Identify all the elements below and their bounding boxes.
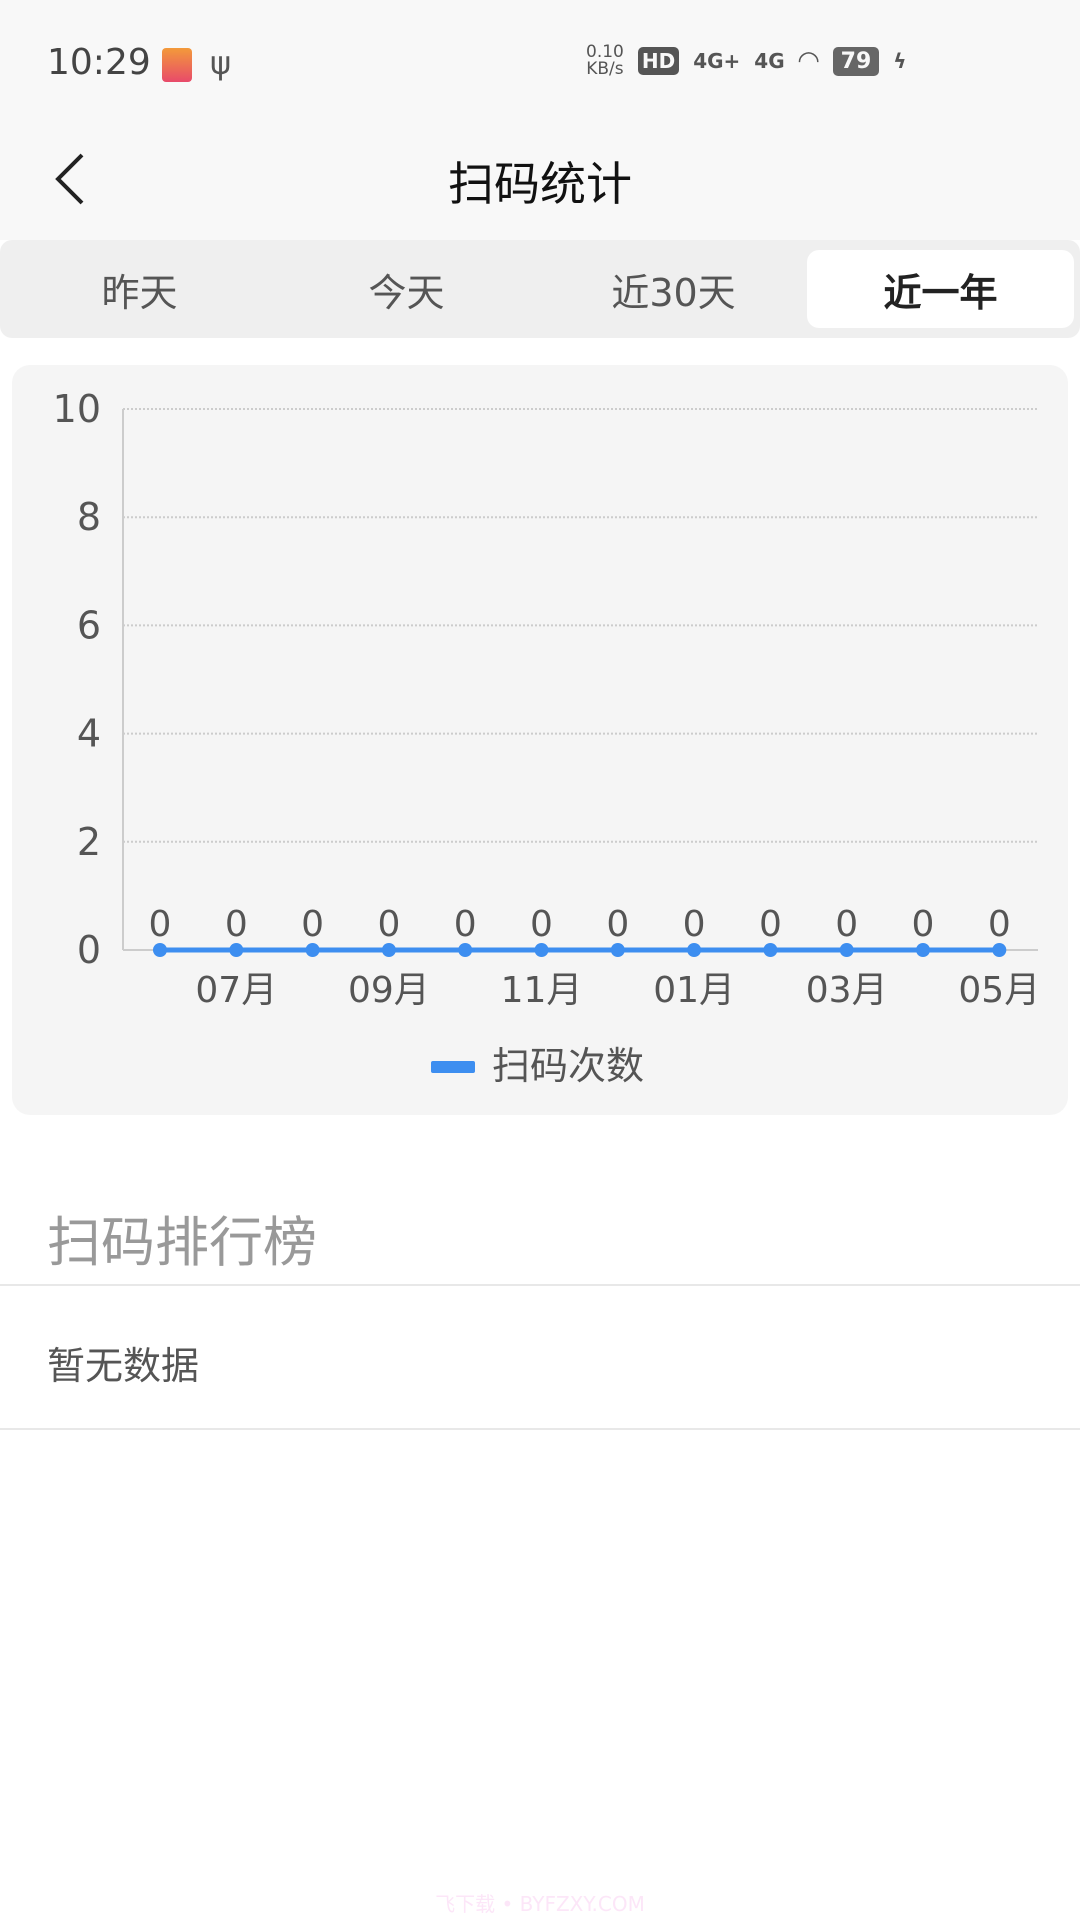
- data-label: 0: [988, 904, 1011, 945]
- data-label: 0: [606, 904, 629, 945]
- header: 扫码统计: [0, 120, 1080, 240]
- legend-swatch: [431, 1061, 475, 1073]
- data-point: [916, 943, 930, 957]
- x-tick-label: 05月: [958, 970, 1040, 1011]
- y-tick-label: 4: [77, 712, 101, 756]
- data-label: 0: [683, 904, 706, 945]
- data-label: 0: [225, 904, 248, 945]
- tab-today[interactable]: 今天: [368, 270, 445, 315]
- data-label: 0: [835, 904, 858, 945]
- line-chart: 0 2 4 6 8 10 0 0 0 0 0 0 0 0 0 0 0 0 07月 09月 11月 01月 03月 05月扫码次…: [53, 387, 1041, 1088]
- charging-icon: ϟ: [893, 49, 907, 73]
- x-tick-label: 09月: [348, 970, 430, 1011]
- data-point: [305, 943, 320, 957]
- legend-label: 扫码次数: [492, 1044, 644, 1088]
- y-tick-label: 10: [53, 387, 101, 431]
- data-point: [687, 943, 702, 957]
- data-label: 0: [149, 904, 172, 945]
- x-tick-label: 07月: [195, 970, 277, 1011]
- hd-icon: HD: [637, 47, 680, 75]
- data-point: [229, 943, 244, 957]
- status-bar: 10:29 ψ 0.10 KB/s HD 4G+ 4G ◠ 79 ϟ: [0, 0, 1080, 120]
- data-point: [992, 943, 1007, 957]
- x-tick-label: 03月: [806, 970, 888, 1011]
- signal-icon-sim1: 4G+: [693, 49, 741, 73]
- data-point: [610, 943, 625, 957]
- y-tick-label: 2: [77, 820, 101, 864]
- y-tick-label: 0: [77, 928, 101, 972]
- tab-one-year[interactable]: 近一年: [807, 250, 1074, 328]
- tab-yesterday[interactable]: 昨天: [101, 270, 178, 315]
- divider: [0, 1428, 1080, 1430]
- data-label: 0: [377, 904, 400, 945]
- signal-icon-sim2: 4G: [754, 49, 785, 73]
- data-point: [381, 943, 396, 957]
- net-unit: KB/s: [586, 59, 624, 79]
- y-tick-label: 8: [77, 495, 101, 539]
- y-tick-label: 6: [77, 603, 101, 647]
- wifi-icon: ◠: [798, 46, 819, 76]
- status-time: 10:29: [47, 42, 151, 83]
- period-tabs: 昨天 今天 近30天 近一年: [0, 240, 1080, 338]
- ranking-title: 扫码排行榜: [47, 1211, 317, 1274]
- x-tick-label: 01月: [653, 970, 735, 1011]
- battery-icon: 79: [832, 46, 880, 76]
- net-speed: 0.10: [586, 42, 624, 62]
- x-tick-label: 11月: [501, 970, 583, 1011]
- app-notification-icon: [162, 48, 192, 82]
- data-label: 0: [454, 904, 477, 945]
- chart-card: 0 2 4 6 8 10 0 0 0 0 0 0 0 0 0 0 0 0 07月 09月 11月 01月 03月 05月扫码次…: [12, 365, 1068, 1115]
- back-chevron-icon[interactable]: [48, 150, 108, 210]
- page-title: 扫码统计: [448, 157, 632, 211]
- data-point: [763, 943, 778, 957]
- data-label: 0: [759, 904, 782, 945]
- data-point: [534, 943, 549, 957]
- data-point: [839, 943, 854, 957]
- data-point: [458, 943, 473, 957]
- usb-icon: ψ: [210, 44, 232, 82]
- data-label: 0: [912, 904, 935, 945]
- data-label: 0: [530, 904, 553, 945]
- tab-30-days[interactable]: 近30天: [611, 270, 736, 315]
- data-point: [153, 943, 167, 957]
- watermark: 飞下载 • BYFZXY.COM: [435, 1892, 645, 1916]
- data-label: 0: [301, 904, 324, 945]
- divider: [0, 1284, 1080, 1286]
- ranking-empty-text: 暂无数据: [47, 1344, 200, 1388]
